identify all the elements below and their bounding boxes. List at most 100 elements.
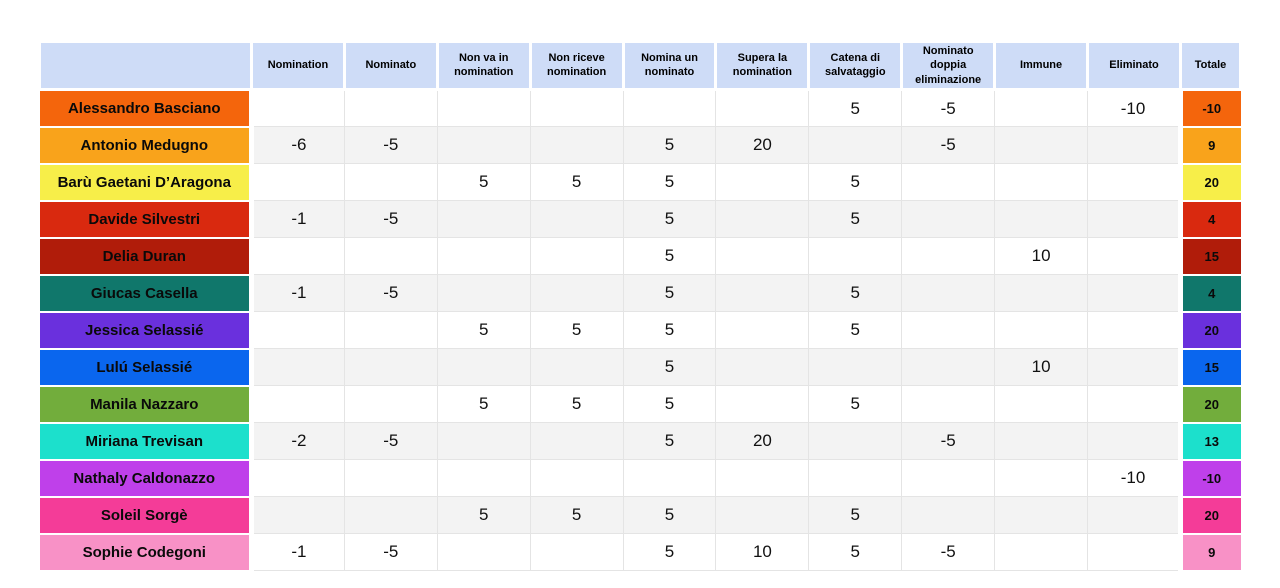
score-cell	[1087, 237, 1181, 276]
score-cell: -5	[343, 200, 438, 239]
score-cell	[994, 459, 1089, 498]
score-cell	[808, 348, 903, 387]
score-cell	[529, 533, 624, 572]
score-cell: 5	[529, 385, 624, 424]
score-cell: 5	[529, 496, 624, 535]
total-cell: 4	[1178, 273, 1241, 313]
score-cell	[1087, 311, 1181, 350]
score-cell	[436, 126, 531, 165]
score-cell	[436, 422, 531, 461]
total-cell: 20	[1178, 162, 1241, 202]
table-row: Delia Duran 5 10 15	[39, 236, 1241, 276]
contestant-name: Sophie Codegoni	[39, 532, 254, 572]
score-cell: 5	[529, 163, 624, 202]
score-cell	[251, 348, 345, 387]
contestant-name: Nathaly Caldonazzo	[39, 458, 254, 498]
total-cell: 20	[1178, 310, 1241, 350]
score-cell	[901, 237, 996, 276]
score-cell: 5	[436, 496, 531, 535]
contestant-name: Lulú Selassié	[39, 347, 254, 387]
score-cell	[715, 88, 810, 128]
table-row: Soleil Sorgè 5 5 5 5 20	[39, 495, 1241, 535]
column-header-7: Nominato doppia eliminazione	[900, 40, 997, 91]
score-cell	[343, 237, 438, 276]
header-row: Nomination Nominato Non va in nomination No…	[38, 40, 1242, 91]
score-cell	[251, 496, 345, 535]
score-cell: -6	[251, 126, 345, 165]
score-cell: 5	[436, 163, 531, 202]
score-cell	[436, 533, 531, 572]
total-cell: -10	[1178, 88, 1241, 128]
table-row: Davide Silvestri -1 -5 5 5 4	[39, 199, 1241, 239]
score-cell: -1	[251, 533, 345, 572]
score-cell: 5	[808, 200, 903, 239]
score-cell	[808, 422, 903, 461]
score-cell: 10	[715, 533, 810, 572]
score-cell	[343, 311, 438, 350]
score-cell: 10	[994, 348, 1089, 387]
score-cell	[808, 126, 903, 165]
column-header-5: Supera la nomination	[714, 40, 811, 91]
score-cell	[343, 459, 438, 498]
score-cell: -5	[343, 533, 438, 572]
score-cell: 5	[622, 385, 717, 424]
score-cell: -10	[1087, 88, 1181, 128]
total-cell: 9	[1178, 125, 1241, 165]
score-cell: 5	[622, 200, 717, 239]
table-body: Alessandro Basciano 5 -5 -10 -10 Antonio Medu…	[39, 88, 1241, 572]
score-cell	[1087, 422, 1181, 461]
score-cell	[901, 496, 996, 535]
score-cell	[994, 385, 1089, 424]
score-cell	[622, 459, 717, 498]
score-cell	[901, 385, 996, 424]
table-row: Jessica Selassié 5 5 5 5 20	[39, 310, 1241, 350]
score-cell: 20	[715, 422, 810, 461]
score-cell	[901, 274, 996, 313]
score-cell	[715, 237, 810, 276]
score-cell	[529, 126, 624, 165]
score-cell	[622, 88, 717, 128]
score-cell: 5	[436, 385, 531, 424]
table-row: Nathaly Caldonazzo -10 -10	[39, 458, 1241, 498]
score-cell	[994, 311, 1089, 350]
table-row: Alessandro Basciano 5 -5 -10 -10	[39, 88, 1241, 128]
column-header-8: Immune	[993, 40, 1090, 91]
column-header-totale: Totale	[1179, 40, 1242, 91]
score-cell: -10	[1087, 459, 1181, 498]
table-row: Lulú Selassié 5 10 15	[39, 347, 1241, 387]
total-cell: 4	[1178, 199, 1241, 239]
score-cell: 5	[529, 311, 624, 350]
score-cell	[436, 200, 531, 239]
score-cell	[715, 459, 810, 498]
contestant-name: Barù Gaetani D’Aragona	[39, 162, 254, 202]
score-cell	[994, 274, 1089, 313]
contestant-name: Antonio Medugno	[39, 125, 254, 165]
score-cell	[994, 533, 1089, 572]
column-header-4: Nomina un nominato	[621, 40, 718, 91]
score-cell	[715, 163, 810, 202]
column-header-9: Eliminato	[1086, 40, 1182, 91]
score-cell	[436, 88, 531, 128]
score-cell	[1087, 126, 1181, 165]
score-cell: -1	[251, 274, 345, 313]
score-cell: -5	[901, 422, 996, 461]
column-header-2: Non va in nomination	[435, 40, 532, 91]
score-cell: 5	[436, 311, 531, 350]
score-cell	[529, 237, 624, 276]
total-cell: 20	[1178, 384, 1241, 424]
score-cell: 5	[808, 88, 903, 128]
score-cell	[251, 311, 345, 350]
contestant-name: Miriana Trevisan	[39, 421, 254, 461]
total-cell: 9	[1178, 532, 1241, 572]
contestant-name: Giucas Casella	[39, 273, 254, 313]
score-cell	[1087, 496, 1181, 535]
score-cell	[436, 274, 531, 313]
score-cell: 5	[808, 163, 903, 202]
contestant-name: Delia Duran	[39, 236, 254, 276]
corner-header	[38, 40, 253, 91]
score-cell	[436, 459, 531, 498]
score-cell	[901, 200, 996, 239]
contestant-name: Davide Silvestri	[39, 199, 254, 239]
points-table-wrapper: Nomination Nominato Non va in nomination No…	[38, 40, 1242, 572]
score-cell	[901, 163, 996, 202]
